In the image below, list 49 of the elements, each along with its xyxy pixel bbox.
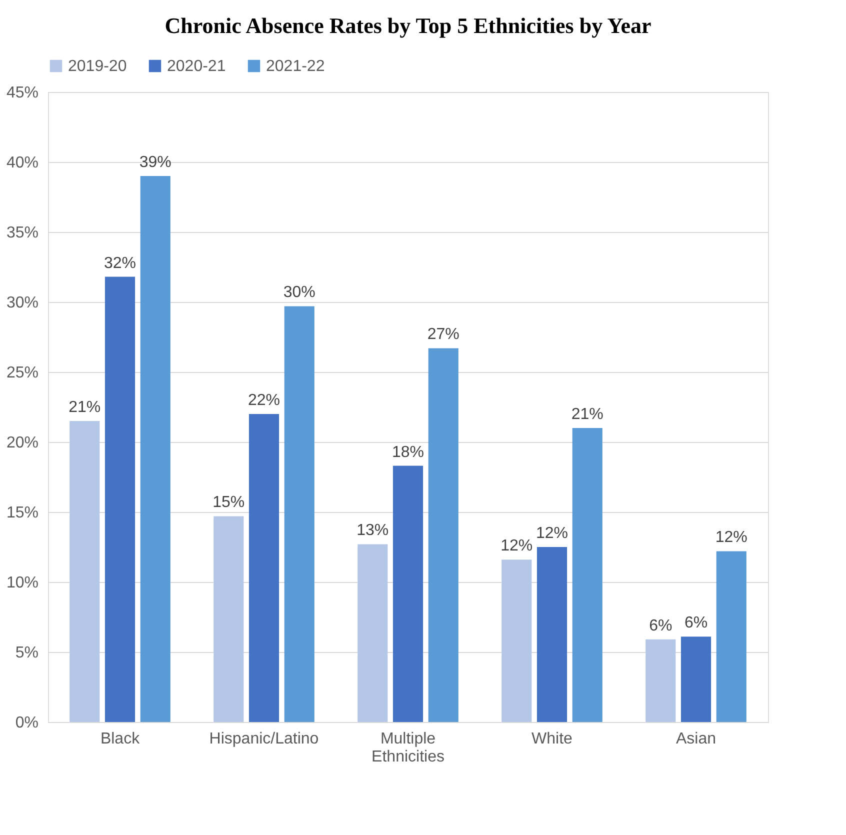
data-label: 32% [104,254,136,272]
y-tick-label: 30% [6,294,38,312]
bar [284,306,314,722]
data-label: 12% [715,529,748,546]
data-label: 30% [283,284,316,302]
data-label: 22% [248,392,280,409]
data-label: 39% [139,154,172,171]
y-tick-label: 45% [6,84,38,102]
data-label: 21% [68,399,101,416]
x-tick-label: Black [100,730,141,748]
bar [140,176,170,722]
bar [70,421,100,722]
chart-title: Chronic Absence Rates by Top 5 Ethnicities by Year [164,13,652,38]
bar [502,560,532,722]
y-tick-label: 15% [6,504,38,522]
data-label: 12% [500,538,533,555]
data-label: 18% [392,444,424,461]
bar [392,466,424,722]
data-label: 6% [649,617,672,634]
bar [716,551,746,722]
x-tick-label: Asian [676,730,716,748]
bar [536,547,568,722]
data-label: 15% [212,494,245,512]
y-tick-label: 25% [6,364,38,382]
legend-label: 2020-21 [167,58,226,75]
bar [572,428,602,722]
data-label: 27% [427,326,460,344]
bar [428,348,458,722]
y-tick-label: 5% [15,644,38,662]
y-tick-label: 0% [15,714,38,732]
y-tick-label: 10% [6,574,38,592]
legend-label: 2021-22 [266,58,325,75]
data-label: 12% [536,525,568,542]
y-tick-label: 40% [6,154,38,172]
y-tick-label: 20% [6,434,38,452]
legend-label: 2019-20 [68,58,127,75]
x-tick-label: White [532,730,573,748]
x-tick-label: Hispanic/Latino [209,730,319,748]
bar [646,639,676,722]
y-tick-label: 35% [6,224,38,242]
bar [248,414,280,722]
data-label: 21% [571,406,604,423]
data-label: 6% [684,614,708,632]
data-label: 13% [356,522,389,540]
x-tick-label: Multiple Ethnicities [372,730,444,766]
bar [358,544,388,722]
bar [214,516,244,722]
bar [680,636,712,722]
bar [104,276,136,722]
